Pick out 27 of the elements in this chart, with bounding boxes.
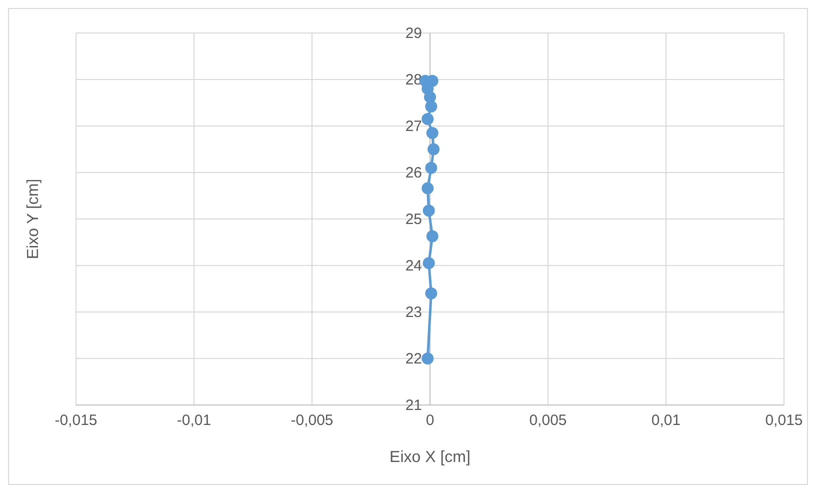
y-tick-label: 26 <box>405 164 422 182</box>
point <box>422 204 435 217</box>
y-tick-label: 21 <box>405 397 422 414</box>
y-tick-label: 22 <box>405 350 422 368</box>
y-axis-title: Eixo Y [cm] <box>25 178 42 260</box>
x-tick-label: -0,015 <box>54 412 98 429</box>
point <box>426 126 438 139</box>
x-axis-title: Eixo X [cm] <box>390 449 470 466</box>
point <box>425 287 438 300</box>
x-tick-label: 0,01 <box>651 412 681 429</box>
point <box>422 182 434 194</box>
y-tick-label: 25 <box>405 211 422 228</box>
x-tick-label: -0,005 <box>290 412 334 429</box>
y-tick-label: 29 <box>405 25 422 42</box>
x-tick-label: 0,015 <box>765 412 803 429</box>
point <box>422 352 434 364</box>
point <box>428 143 440 156</box>
y-tick-label: 27 <box>405 118 422 135</box>
x-tick-label: -0,01 <box>176 412 212 429</box>
x-tick-label: 0 <box>426 412 434 429</box>
y-tick-label: 23 <box>405 304 422 321</box>
x-tick-label: 0,005 <box>529 412 567 429</box>
point <box>422 257 435 270</box>
point <box>422 113 434 126</box>
point <box>425 162 438 174</box>
y-tick-label: 24 <box>405 258 422 274</box>
point <box>426 230 438 242</box>
